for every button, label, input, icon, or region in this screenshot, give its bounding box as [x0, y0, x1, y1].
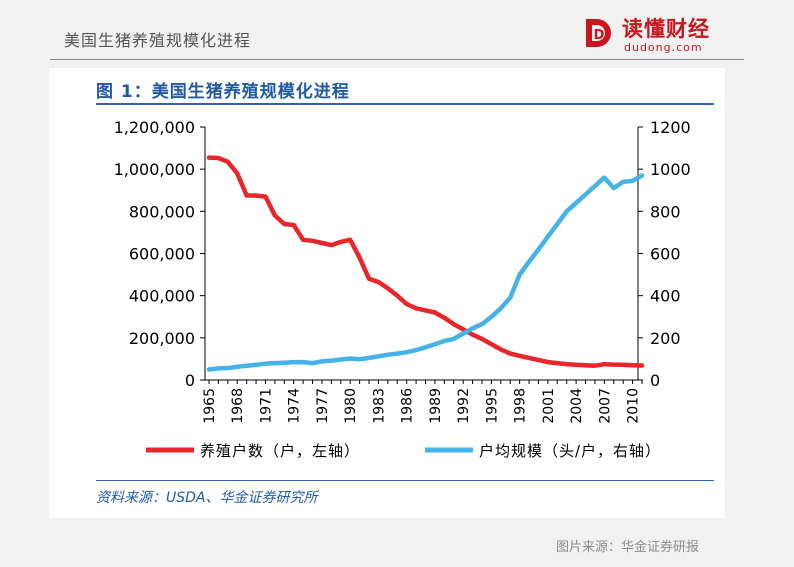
y-left-tick-label: 800,000 [129, 202, 195, 221]
y-left-tick-label: 1,200,000 [114, 118, 195, 137]
x-tick-label: 1986 [400, 388, 416, 424]
chart-axes: 0 200,000 400,000 600,000 800,000 1,000,000 1,… [114, 118, 691, 424]
brand-d-icon: D [586, 19, 611, 47]
y-left-tick-label: 1,000,000 [114, 160, 195, 179]
chart-series [206, 155, 645, 372]
x-tick-label: 1989 [428, 388, 444, 424]
y-right-tick-label: 0 [650, 371, 660, 390]
x-tick-label: 1968 [230, 388, 246, 424]
legend-label-1: 养殖户数（户，左轴） [200, 442, 360, 460]
x-tick-label: 2001 [541, 388, 557, 424]
chart-legend: 养殖户数（户，左轴） 户均规模（头/户，右轴） [146, 442, 661, 460]
x-tick-label: 2010 [626, 388, 642, 424]
x-tick-label: 1977 [315, 388, 331, 424]
x-tick-label: 1995 [484, 388, 500, 424]
header-divider [50, 59, 744, 60]
y-right-tick-label: 200 [650, 329, 681, 348]
x-tick-label: 2004 [569, 388, 585, 424]
x-tick-label: 1971 [258, 388, 274, 424]
series-line-1 [206, 155, 645, 368]
x-tick-label: 1998 [513, 388, 529, 424]
x-tick-label: 1983 [371, 388, 387, 424]
y-left-tick-label: 600,000 [129, 245, 195, 264]
y-left-tick-label: 200,000 [129, 329, 195, 348]
y-right-tick-label: 600 [650, 245, 681, 264]
source-divider [96, 480, 714, 481]
brand-logo[interactable]: D 读懂财经 dudong.com [582, 13, 732, 57]
y-right-tick-label: 1200 [650, 118, 691, 137]
legend-label-2: 户均规模（头/户，右轴） [479, 442, 661, 460]
x-tick-label: 2007 [597, 388, 613, 424]
y-left-tick-label: 0 [185, 371, 195, 390]
y-right-tick-label: 800 [650, 202, 681, 221]
y-right-tick-label: 1000 [650, 160, 691, 179]
figure-source: 资料来源：USDA、华金证券研究所 [96, 490, 318, 506]
line-chart: 0 200,000 400,000 600,000 800,000 1,000,000 1,… [114, 118, 691, 460]
figure-caption: 图 1：美国生猪养殖规模化进程 [96, 82, 350, 102]
caption-divider [96, 103, 714, 105]
x-tick-label: 1974 [287, 388, 303, 424]
x-tick-label: 1992 [456, 388, 472, 424]
brand-name: 读懂财经 [622, 17, 710, 41]
brand-logo-letter: D [594, 28, 605, 43]
x-tick-label: 1965 [202, 388, 218, 424]
brand-domain: dudong.com [624, 41, 703, 54]
x-tick-label: 1980 [343, 388, 359, 424]
slide-title: 美国生猪养殖规模化进程 [64, 31, 252, 50]
y-left-tick-label: 400,000 [129, 287, 195, 306]
image-source-credit: 图片来源：华金证券研报 [556, 540, 700, 555]
series-line-2 [206, 173, 645, 372]
figure-panel: 图 1：美国生猪养殖规模化进程 0 200,000 400,000 600,000 80… [49, 68, 725, 518]
y-right-tick-label: 400 [650, 287, 681, 306]
